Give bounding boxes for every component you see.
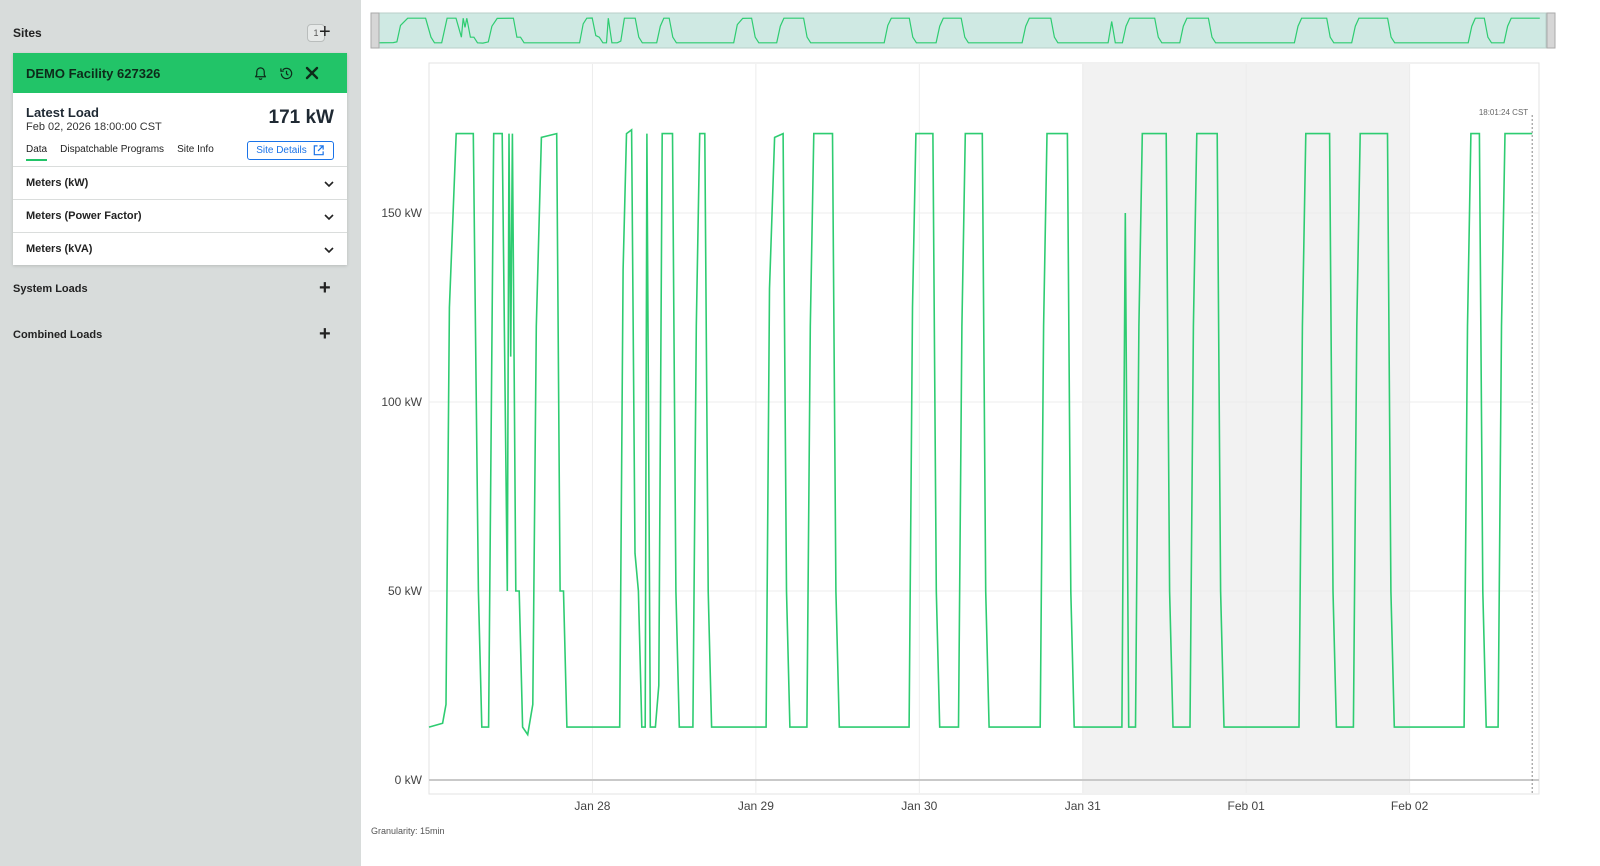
combined-loads-section[interactable]: Combined Loads + [13, 323, 348, 345]
cursor-time-label: 18:01:24 CST [1479, 108, 1528, 117]
navigator-series-line [378, 17, 1540, 44]
x-tick-label: Jan 29 [738, 799, 774, 813]
add-system-load-plus-icon[interactable]: + [319, 277, 331, 299]
site-card: DEMO Facility 627326 Latest Load Feb 02,… [13, 53, 347, 265]
sites-header: Sites 1 + [13, 22, 348, 44]
y-tick-label: 50 kW [388, 584, 423, 598]
x-tick-label: Jan 30 [901, 799, 937, 813]
meters-kw-label: Meters (kW) [26, 177, 89, 189]
site-details-button[interactable]: Site Details [247, 141, 334, 160]
navigator-left-handle[interactable] [370, 12, 380, 49]
meters-power-factor-label: Meters (Power Factor) [26, 210, 142, 222]
sidebar: Sites 1 + DEMO Facility 627326 Latest Lo… [0, 0, 361, 866]
x-tick-label: Jan 28 [574, 799, 610, 813]
load-series-line [428, 128, 1533, 737]
external-link-icon [313, 145, 324, 156]
chart-area: 0 kW 50 kW 100 kW 150 kW Jan 28 Jan 29 Jan 30… [361, 0, 1600, 866]
tab-dispatchable-programs[interactable]: Dispatchable Programs [60, 144, 165, 155]
y-tick-label: 0 kW [395, 773, 423, 787]
site-name: DEMO Facility 627326 [26, 65, 161, 81]
y-tick-label: 150 kW [381, 206, 422, 220]
combined-loads-label: Combined Loads [13, 329, 103, 341]
meters-kw-row[interactable]: Meters (kW) [13, 166, 347, 199]
range-navigator[interactable] [370, 12, 1556, 49]
latest-load-label: Latest Load [26, 105, 99, 120]
chevron-down-icon [324, 247, 334, 254]
site-card-header: DEMO Facility 627326 [13, 53, 347, 93]
close-icon[interactable] [303, 64, 321, 82]
x-axis-ticks: Jan 28 Jan 29 Jan 30 Jan 31 Feb 01 Feb 02 [574, 799, 1428, 813]
meters-kva-row[interactable]: Meters (kVA) [13, 232, 347, 265]
x-tick-label: Jan 31 [1065, 799, 1101, 813]
site-summary: Latest Load Feb 02, 2026 18:00:00 CST 17… [13, 93, 347, 166]
y-axis-ticks: 0 kW 50 kW 100 kW 150 kW [381, 206, 422, 787]
navigator-right-handle[interactable] [1546, 12, 1556, 49]
chevron-down-icon [324, 181, 334, 188]
y-tick-label: 100 kW [381, 395, 422, 409]
tab-site-info[interactable]: Site Info [177, 144, 214, 155]
x-tick-label: Feb 02 [1391, 799, 1429, 813]
meters-kva-label: Meters (kVA) [26, 243, 93, 255]
chevron-down-icon [324, 214, 334, 221]
history-icon[interactable] [277, 64, 295, 82]
meters-power-factor-row[interactable]: Meters (Power Factor) [13, 199, 347, 232]
latest-load-time: Feb 02, 2026 18:00:00 CST [26, 121, 162, 133]
sites-title: Sites [13, 26, 42, 40]
load-chart[interactable]: 0 kW 50 kW 100 kW 150 kW Jan 28 Jan 29 Jan 30… [361, 0, 1600, 866]
add-site-plus-icon[interactable]: + [319, 21, 331, 43]
sites-count-badge: 1 [307, 24, 325, 42]
navigator-background [370, 12, 1547, 49]
x-tick-label: Feb 01 [1227, 799, 1265, 813]
site-tabs: Data Dispatchable Programs Site Info [26, 144, 214, 161]
system-loads-label: System Loads [13, 283, 88, 295]
granularity-label: Granularity: 15min [371, 826, 445, 836]
latest-load-value: 171 kW [268, 107, 334, 128]
site-details-label: Site Details [256, 145, 307, 156]
bell-icon[interactable] [251, 64, 269, 82]
system-loads-section[interactable]: System Loads + [13, 277, 348, 299]
tab-data[interactable]: Data [26, 144, 48, 161]
add-combined-load-plus-icon[interactable]: + [319, 323, 331, 345]
